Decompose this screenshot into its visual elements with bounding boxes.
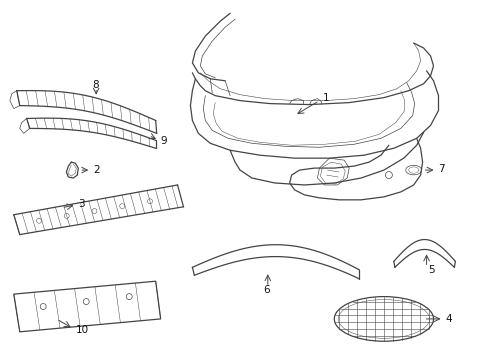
Text: 8: 8 xyxy=(92,80,98,90)
Ellipse shape xyxy=(334,297,434,341)
Text: 3: 3 xyxy=(78,199,85,209)
Text: 2: 2 xyxy=(93,165,100,175)
Polygon shape xyxy=(14,281,161,332)
Text: 4: 4 xyxy=(445,314,452,324)
Text: 9: 9 xyxy=(161,136,167,146)
Text: 10: 10 xyxy=(75,325,88,335)
Text: 6: 6 xyxy=(264,285,270,295)
Text: 1: 1 xyxy=(322,93,329,103)
Text: 5: 5 xyxy=(429,265,435,275)
Text: 7: 7 xyxy=(439,164,445,174)
